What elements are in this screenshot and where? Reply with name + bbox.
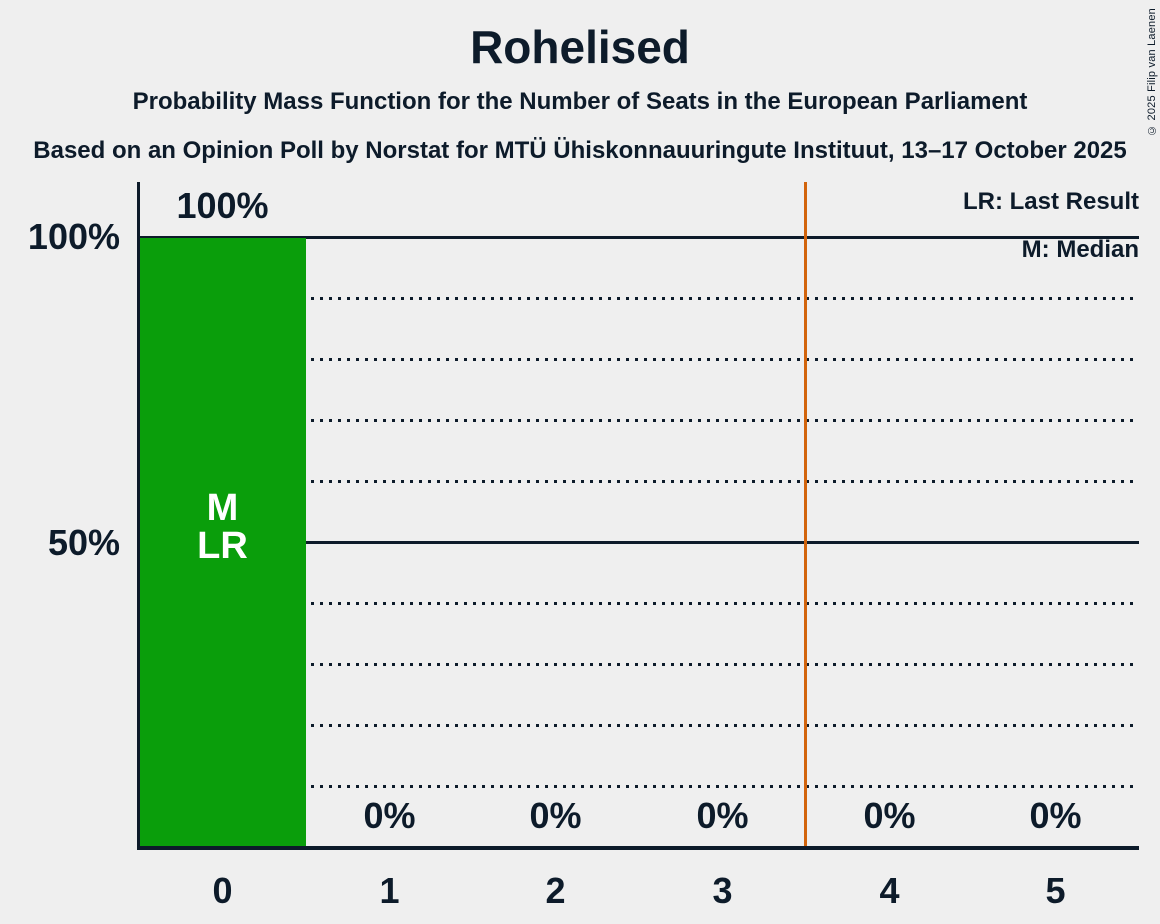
gridline-80 [140, 358, 1139, 361]
value-label-0: 100% [176, 185, 269, 226]
last-result-marker: LR [197, 525, 248, 567]
gridline-90 [140, 297, 1139, 300]
x-tick-1: 1 [379, 870, 400, 911]
legend-last-result: LR: Last Result [962, 188, 1139, 215]
gridline-50-solid [140, 541, 1139, 544]
value-label-1: 0% [363, 795, 416, 836]
x-tick-2: 2 [545, 870, 566, 911]
y-axis-label-100: 100% [27, 216, 120, 257]
gridline-70 [140, 419, 1139, 422]
gridline-100-solid [140, 236, 1139, 239]
value-label-5: 0% [1029, 795, 1082, 836]
median-marker: M [206, 487, 239, 529]
gridline-20 [140, 724, 1139, 727]
chart-subtitle: Probability Mass Function for the Number… [132, 88, 1028, 115]
gridline-10 [140, 785, 1139, 788]
gridline-40 [140, 602, 1139, 605]
x-tick-3: 3 [712, 870, 733, 911]
x-axis-line [137, 846, 1139, 850]
x-tick-5: 5 [1045, 870, 1066, 911]
y-axis-label-50: 50% [47, 522, 120, 563]
bar-median-lastresult-annotation: M LR [139, 489, 306, 565]
x-tick-0: 0 [212, 870, 233, 911]
copyright-notice: © 2025 Filip van Laenen [1146, 8, 1158, 136]
legend-median: M: Median [1021, 236, 1139, 263]
chart-title: Rohelised [470, 21, 690, 73]
majority-threshold-line [804, 182, 807, 846]
gridline-60 [140, 480, 1139, 483]
chart-source-line: Based on an Opinion Poll by Norstat for … [33, 137, 1127, 164]
value-label-3: 0% [696, 795, 749, 836]
bar-seats-0 [140, 238, 306, 846]
x-tick-4: 4 [879, 870, 900, 911]
gridline-30 [140, 663, 1139, 666]
value-label-2: 0% [529, 795, 582, 836]
y-axis-line [137, 182, 140, 848]
value-label-4: 0% [863, 795, 916, 836]
